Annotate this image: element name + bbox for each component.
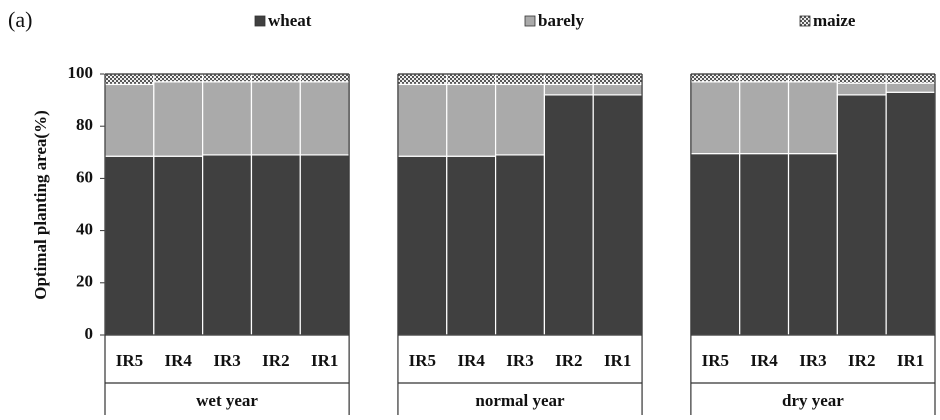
bar-segment: [739, 153, 790, 336]
x-tick-label: IR4: [457, 351, 485, 370]
group-label: normal year: [475, 391, 565, 410]
y-tick-label: 40: [76, 220, 93, 239]
group-label: dry year: [782, 391, 844, 410]
y-axis-label: Optimal planting area(%): [31, 110, 50, 300]
y-tick-label: 100: [68, 63, 94, 82]
bar-segment: [494, 154, 546, 336]
legend-label: maize: [813, 11, 856, 30]
y-tick-label: 20: [76, 272, 93, 291]
legend-label: barely: [538, 11, 584, 30]
bar-segment: [202, 81, 253, 156]
bar-segment: [299, 154, 350, 336]
bar-segment: [397, 83, 448, 157]
bar-segment: [739, 81, 790, 155]
bar-segment: [885, 82, 936, 93]
bar-segment: [202, 154, 253, 336]
bar-segment: [494, 83, 546, 156]
bar-segment: [446, 83, 497, 157]
panel-label: (a): [8, 7, 32, 32]
bar-segment: [299, 73, 350, 83]
bar-segment: [250, 81, 301, 156]
bar-segment: [299, 81, 350, 156]
bar-segment: [446, 73, 497, 86]
legend-swatch: [799, 15, 811, 27]
x-tick-label: IR2: [262, 351, 289, 370]
legend-swatch: [254, 15, 266, 27]
bar-segment: [543, 83, 594, 96]
group-label: wet year: [196, 391, 258, 410]
x-tick-label: IR4: [750, 351, 778, 370]
bar-segment: [739, 73, 790, 83]
bar-segment: [885, 73, 936, 84]
bar-segment: [250, 154, 301, 336]
bar-segment: [787, 81, 838, 155]
x-tick-label: IR5: [409, 351, 436, 370]
bar-segment: [250, 73, 301, 83]
bar-segment: [153, 81, 204, 157]
bar-segment: [690, 73, 741, 83]
x-tick-label: IR4: [165, 351, 193, 370]
bar-segment: [787, 73, 838, 83]
legend-label: wheat: [268, 11, 312, 30]
bar-segment: [153, 73, 204, 83]
x-tick-label: IR1: [604, 351, 631, 370]
bar-segment: [885, 91, 936, 336]
bar-segment: [397, 73, 448, 86]
y-tick-label: 80: [76, 115, 93, 134]
bar-segment: [543, 73, 594, 86]
x-tick-label: IR1: [311, 351, 338, 370]
bar-segment: [397, 155, 448, 336]
bar-segment: [690, 153, 741, 336]
bar-segment: [592, 83, 643, 96]
x-tick-label: IR5: [702, 351, 729, 370]
bar-segment: [104, 83, 155, 157]
x-tick-label: IR1: [897, 351, 924, 370]
bar-segment: [836, 73, 887, 84]
x-tick-label: IR3: [799, 351, 826, 370]
bar-segment: [153, 155, 204, 336]
bar-segment: [446, 155, 497, 336]
x-tick-label: IR3: [213, 351, 240, 370]
x-tick-label: IR2: [848, 351, 875, 370]
bar-segment: [690, 81, 741, 155]
bar-segment: [836, 82, 887, 96]
x-tick-label: IR5: [116, 351, 143, 370]
bar-segment: [836, 94, 887, 336]
bar-segment: [494, 73, 546, 86]
x-tick-label: IR3: [506, 351, 533, 370]
bar-segment: [592, 73, 643, 86]
bar-segment: [592, 94, 643, 336]
x-tick-label: IR2: [555, 351, 582, 370]
y-tick-label: 0: [85, 324, 94, 343]
bar-segment: [104, 155, 155, 336]
bar-segment: [787, 153, 838, 336]
bar-segment: [543, 94, 594, 336]
legend-swatch: [524, 15, 536, 27]
y-tick-label: 60: [76, 167, 93, 186]
bar-segment: [202, 73, 253, 83]
bar-segment: [104, 73, 155, 86]
